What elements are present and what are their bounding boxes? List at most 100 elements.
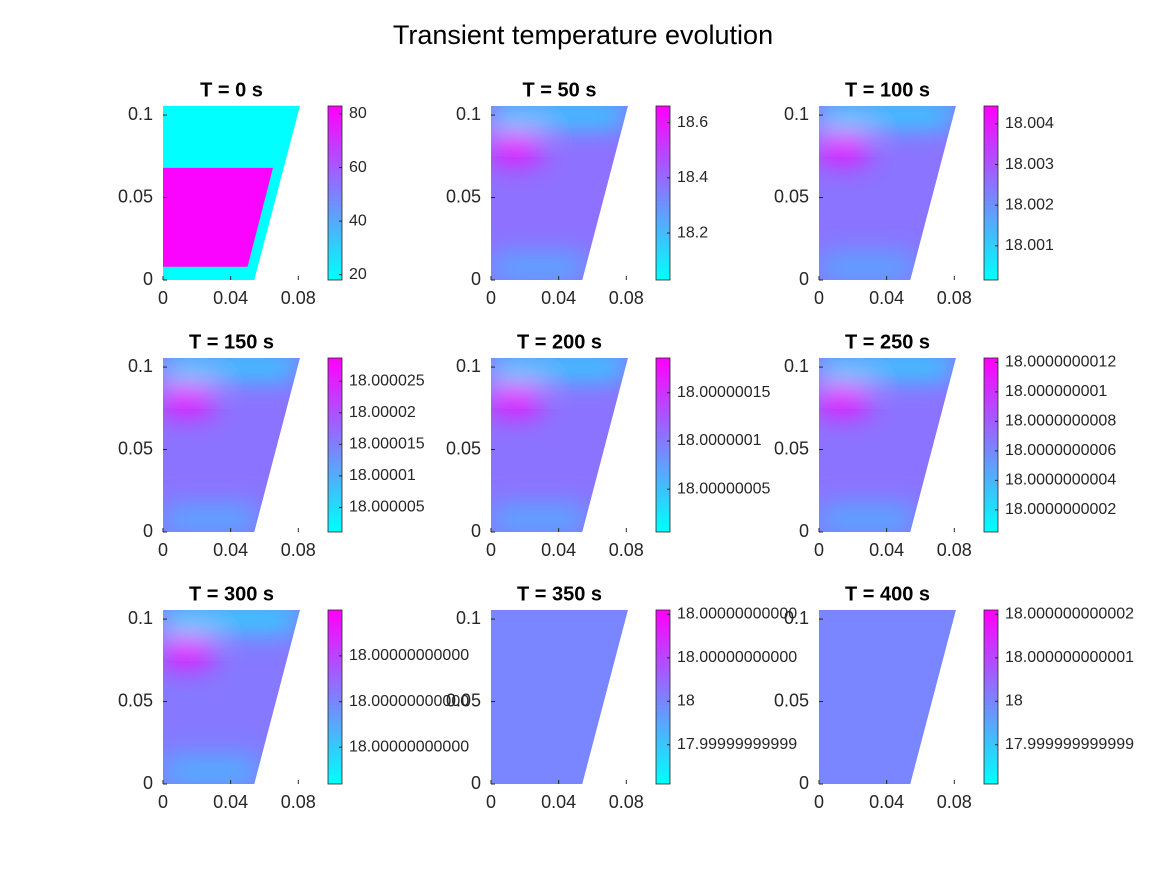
colorbar-tick-label: 18.0000000006 xyxy=(1005,442,1116,459)
y-tick-label: 0 xyxy=(143,269,153,289)
x-tick-label: 0.08 xyxy=(937,540,972,560)
colorbar-tick-label: 18.000025 xyxy=(349,373,425,390)
field xyxy=(819,610,956,784)
colorbar-tick-label: 18.002 xyxy=(1005,196,1054,213)
y-tick-label: 0.05 xyxy=(446,438,481,458)
smooth-layer xyxy=(491,358,628,532)
field xyxy=(491,610,628,784)
subplot: T = 200 s 0 0.04 0.08 0 0.05 0.1 18.00000005 18.… xyxy=(446,331,771,559)
field-region xyxy=(819,106,956,124)
smooth-layer xyxy=(491,106,628,280)
colorbar-tick-label: 18.6 xyxy=(677,114,708,131)
field-region xyxy=(491,610,628,784)
x-tick-label: 0 xyxy=(814,792,824,812)
field-region xyxy=(163,358,300,376)
field-region xyxy=(163,358,300,532)
y-tick-label: 0.1 xyxy=(456,356,481,376)
x-tick-label: 0.04 xyxy=(869,792,904,812)
field-region xyxy=(819,358,956,376)
colorbar xyxy=(327,357,343,533)
y-tick-label: 0 xyxy=(799,269,809,289)
colorbar xyxy=(655,105,671,281)
figure-title: Transient temperature evolution xyxy=(393,20,773,50)
field-region xyxy=(819,106,956,280)
field-region xyxy=(819,386,867,414)
field-region xyxy=(491,134,539,162)
colorbar-tick-label: 18.0000000008 xyxy=(1005,413,1116,430)
y-tick-label: 0.05 xyxy=(446,690,481,710)
subplot: T = 100 s 0 0.04 0.08 0 0.05 0.1 18.001 18.002 18… xyxy=(774,79,1054,307)
colorbar-tick-label: 18.000005 xyxy=(349,499,425,516)
x-tick-label: 0 xyxy=(814,540,824,560)
field-region xyxy=(491,106,628,124)
subplot-title: T = 400 s xyxy=(845,583,930,605)
field-region xyxy=(819,507,918,532)
x-tick-label: 0.04 xyxy=(213,540,248,560)
y-tick-label: 0.1 xyxy=(456,608,481,628)
colorbar-tick-label: 18.00000015 xyxy=(677,384,771,401)
x-tick-label: 0.04 xyxy=(541,288,576,308)
x-tick-label: 0.08 xyxy=(937,792,972,812)
x-tick-label: 0 xyxy=(158,540,168,560)
smooth-layer xyxy=(163,610,300,784)
field-region xyxy=(819,358,956,532)
x-tick-label: 0.04 xyxy=(541,540,576,560)
colorbar-tick-label: 17.999999999999 xyxy=(1005,736,1134,753)
colorbar xyxy=(655,357,671,533)
y-tick-label: 0.05 xyxy=(118,690,153,710)
x-tick-label: 0.08 xyxy=(937,288,972,308)
field-region xyxy=(491,386,539,414)
y-tick-label: 0 xyxy=(471,269,481,289)
colorbar-tick-label: 18.000000000002 xyxy=(1005,606,1134,623)
field xyxy=(163,106,300,280)
colorbar-tick-label: 18.004 xyxy=(1005,115,1054,132)
x-tick-label: 0.08 xyxy=(281,792,316,812)
field-region xyxy=(819,610,956,784)
colorbar-tick-label: 60 xyxy=(349,159,367,176)
colorbar xyxy=(655,609,671,785)
y-tick-label: 0.05 xyxy=(774,438,809,458)
subplot-title: T = 0 s xyxy=(200,79,263,101)
colorbar-tick-label: 17.99999999999 xyxy=(677,736,797,753)
x-tick-label: 0 xyxy=(158,792,168,812)
field-region xyxy=(163,759,262,784)
field-region xyxy=(163,638,211,666)
y-tick-label: 0.05 xyxy=(118,438,153,458)
field-region xyxy=(163,610,300,784)
subplot-title: T = 350 s xyxy=(517,583,602,605)
colorbar-tick-label: 18.000000001 xyxy=(1005,383,1107,400)
y-tick-label: 0.05 xyxy=(774,690,809,710)
x-tick-label: 0 xyxy=(486,540,496,560)
field-region xyxy=(491,255,590,280)
field-region xyxy=(819,255,918,280)
colorbar-tick-label: 18.003 xyxy=(1005,156,1054,173)
x-tick-label: 0.08 xyxy=(281,288,316,308)
subplot-title: T = 50 s xyxy=(523,79,597,101)
x-tick-label: 0 xyxy=(814,288,824,308)
field xyxy=(491,358,628,532)
x-tick-label: 0 xyxy=(158,288,168,308)
colorbar-tick-label: 18 xyxy=(677,693,695,710)
colorbar xyxy=(983,357,999,533)
y-tick-label: 0 xyxy=(471,773,481,793)
subplot: T = 350 s 0 0.04 0.08 0 0.05 0.1 17.99999999999… xyxy=(446,583,797,811)
x-tick-label: 0.08 xyxy=(281,540,316,560)
x-tick-label: 0.04 xyxy=(541,792,576,812)
field-region xyxy=(491,358,628,532)
field xyxy=(491,106,628,280)
field-region xyxy=(163,610,300,628)
subplot: T = 250 s 0 0.04 0.08 0 0.05 0.1 18.0000000002 1… xyxy=(774,331,1116,559)
colorbar-tick-label: 18.001 xyxy=(1005,237,1054,254)
field-region xyxy=(163,167,273,267)
colorbar xyxy=(327,609,343,785)
colorbar-tick-label: 18.2 xyxy=(677,224,708,241)
x-tick-label: 0.04 xyxy=(213,792,248,812)
field-region xyxy=(163,386,211,414)
y-tick-label: 0.1 xyxy=(784,608,809,628)
colorbar-tick-label: 18.00000005 xyxy=(677,480,771,497)
subplot-title: T = 200 s xyxy=(517,331,602,353)
subplot: T = 300 s 0 0.04 0.08 0 0.05 0.1 18.00000000000… xyxy=(118,583,469,811)
field xyxy=(819,106,956,280)
